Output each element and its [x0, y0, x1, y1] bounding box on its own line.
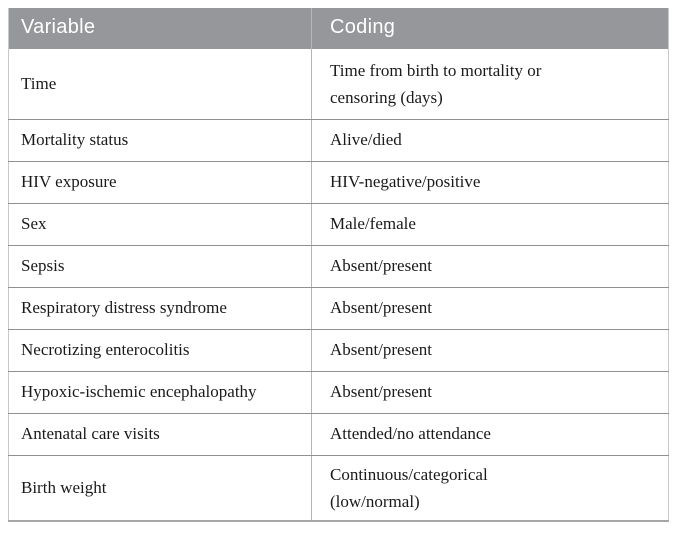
table-row: HIV exposure HIV-negative/positive	[8, 161, 669, 204]
coding-cell: Absent/present	[311, 245, 669, 288]
table-header-row: Variable Coding	[8, 8, 669, 49]
coding-cell: Time from birth to mortality or censorin…	[311, 49, 669, 120]
table-row: Mortality status Alive/died	[8, 119, 669, 162]
header-cell-variable: Variable	[8, 8, 312, 49]
coding-cell: Absent/present	[311, 329, 669, 372]
variable-cell: Birth weight	[8, 455, 312, 522]
coding-cell: HIV-negative/positive	[311, 161, 669, 204]
variable-cell: Necrotizing enterocolitis	[8, 329, 312, 372]
table-row: Respiratory distress syndrome Absent/pre…	[8, 287, 669, 330]
table-row: Sepsis Absent/present	[8, 245, 669, 288]
variable-cell: Antenatal care visits	[8, 413, 312, 456]
variable-cell: Hypoxic-ischemic encephalopathy	[8, 371, 312, 414]
table-row: Birth weight Continuous/categorical (low…	[8, 455, 669, 522]
variable-coding-table: Variable Coding Time Time from birth to …	[8, 8, 669, 522]
coding-cell: Absent/present	[311, 287, 669, 330]
table-row: Necrotizing enterocolitis Absent/present	[8, 329, 669, 372]
coding-cell: Continuous/categorical (low/normal)	[311, 455, 669, 522]
variable-cell: Time	[8, 49, 312, 120]
header-cell-coding: Coding	[311, 8, 669, 49]
variable-cell: HIV exposure	[8, 161, 312, 204]
variable-cell: Respiratory distress syndrome	[8, 287, 312, 330]
table-row: Antenatal care visits Attended/no attend…	[8, 413, 669, 456]
coding-cell: Male/female	[311, 203, 669, 246]
coding-cell: Alive/died	[311, 119, 669, 162]
table-row: Hypoxic-ischemic encephalopathy Absent/p…	[8, 371, 669, 414]
table-row: Time Time from birth to mortality or cen…	[8, 49, 669, 120]
coding-cell: Attended/no attendance	[311, 413, 669, 456]
variable-cell: Mortality status	[8, 119, 312, 162]
table-row: Sex Male/female	[8, 203, 669, 246]
variable-cell: Sepsis	[8, 245, 312, 288]
variable-cell: Sex	[8, 203, 312, 246]
coding-cell: Absent/present	[311, 371, 669, 414]
